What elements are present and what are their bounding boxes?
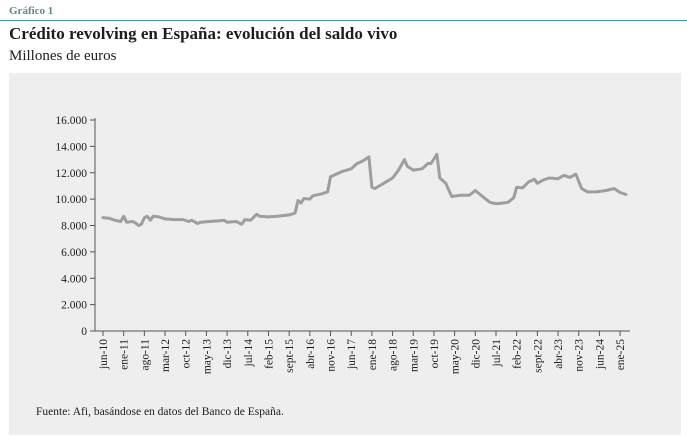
- y-tick-label: 12.000: [55, 168, 87, 180]
- x-tick-label: jun-10: [98, 339, 110, 370]
- x-tick-label: feb-22: [512, 339, 524, 369]
- x-tick-label: jun-17: [346, 339, 358, 370]
- x-tick-label: sept-22: [532, 339, 544, 373]
- source-note: Fuente: Afi, basándose en datos del Banc…: [36, 406, 284, 418]
- x-tick-label: nov-16: [326, 339, 338, 372]
- x-tick-label: ene-25: [615, 339, 627, 371]
- x-tick-label: may-20: [450, 339, 462, 374]
- x-tick-label: jul-14: [243, 339, 255, 368]
- x-tick-label: ene-18: [367, 339, 379, 371]
- x-tick-label: mar-12: [160, 339, 172, 372]
- x-tick-label: feb-15: [263, 339, 275, 369]
- chart-subtitle: Millones de euros: [9, 48, 117, 64]
- x-tick-label: jul-21: [491, 339, 503, 368]
- y-tick-label: 16.000: [55, 115, 87, 127]
- figure-label: Gráfico 1: [9, 5, 54, 17]
- x-tick-label: ago-11: [139, 339, 151, 371]
- x-tick-label: may-13: [201, 339, 213, 374]
- series-line: [101, 152, 628, 227]
- y-tick-label: 14.000: [55, 141, 87, 153]
- chart-title: Crédito revolving en España: evolución d…: [9, 24, 398, 43]
- x-tick-label: jun-24: [594, 339, 606, 370]
- x-tick-label: dic-13: [222, 339, 234, 369]
- x-tick-label: abr-16: [305, 339, 317, 369]
- x-tick-label: oct-12: [181, 339, 193, 369]
- x-axis: jun-10 ene-11 ago-11 mar-12 oct-12 may-13 dic-…: [95, 330, 630, 374]
- x-tick-label: sept-15: [284, 339, 296, 373]
- x-tick-label: dic-20: [470, 339, 482, 369]
- y-tick-label: 10.000: [55, 194, 87, 206]
- y-tick-label: 4.000: [61, 273, 87, 285]
- x-tick-label: ago-18: [388, 339, 400, 371]
- y-tick-label: 8.000: [61, 221, 87, 233]
- y-tick-label: 6.000: [61, 247, 87, 259]
- y-tick-label: 2.000: [61, 300, 87, 312]
- header-rule: [0, 20, 687, 21]
- y-axis: 0 2.000 4.000 6.000 8.000 10.000 12.000 14.000 1…: [55, 115, 96, 338]
- x-tick-label: abr-23: [553, 339, 565, 369]
- x-tick-label: ene-11: [119, 339, 131, 370]
- x-tick-label: mar-19: [408, 339, 420, 372]
- x-tick-label: oct-19: [429, 339, 441, 369]
- chart-panel: [9, 73, 681, 435]
- plot-area: [101, 152, 628, 227]
- x-tick-label: nov-23: [574, 339, 586, 372]
- y-tick-label: 0: [81, 326, 87, 338]
